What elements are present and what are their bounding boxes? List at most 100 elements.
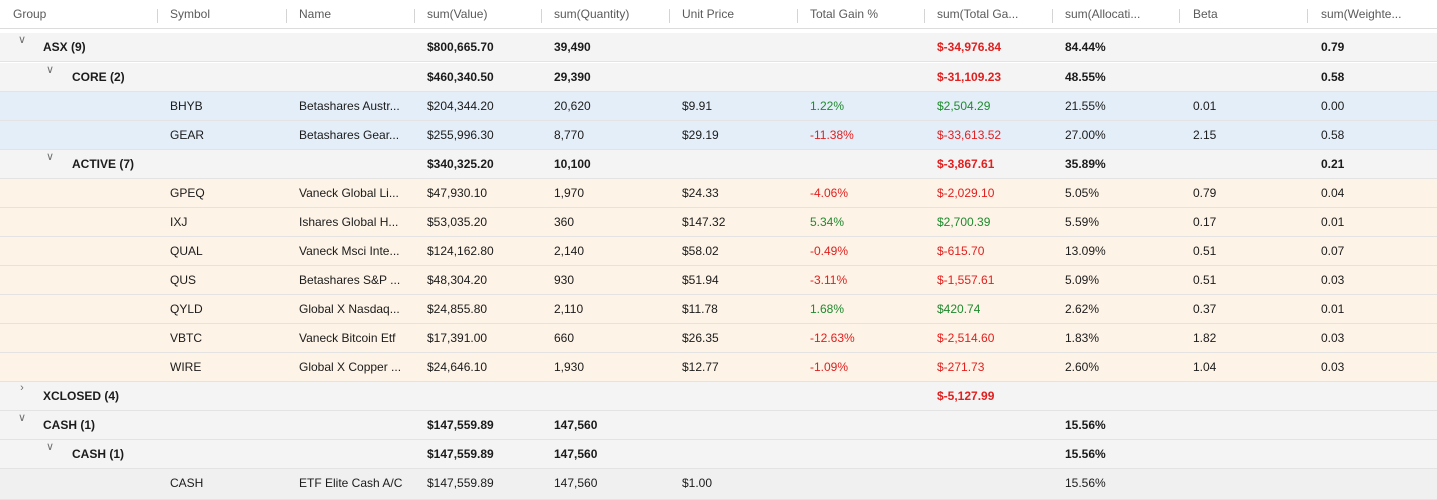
group-quantity: 29,390: [554, 70, 591, 84]
table-row[interactable]: GEAR Betashares Gear... $255,996.30 8,77…: [0, 121, 1437, 150]
cell-gain-pct: -3.11%: [810, 273, 848, 287]
chevron-down-icon[interactable]: ∨: [45, 151, 55, 163]
col-header-beta[interactable]: Beta: [1193, 7, 1218, 21]
cell-weighted: 0.58: [1321, 128, 1345, 142]
col-header-unit-price[interactable]: Unit Price: [682, 7, 735, 21]
group-value: $147,559.89: [427, 418, 494, 432]
col-header-total-gain[interactable]: sum(Total Ga...: [937, 7, 1019, 21]
cell-name: Ishares Global H...: [299, 215, 399, 229]
cell-beta: 0.17: [1193, 215, 1217, 229]
cell-gain-pct: -11.38%: [810, 128, 854, 142]
cell-value: $204,344.20: [427, 99, 494, 113]
chevron-down-icon[interactable]: ∨: [45, 64, 55, 76]
column-separator[interactable]: [286, 9, 287, 23]
table-row[interactable]: WIRE Global X Copper ... $24,646.10 1,93…: [0, 353, 1437, 382]
table-row[interactable]: QUS Betashares S&P ... $48,304.20 930 $5…: [0, 266, 1437, 295]
group-row-cash-sub[interactable]: ∨ CASH (1) $147,559.89 147,560 15.56%: [0, 440, 1437, 469]
table-row[interactable]: QYLD Global X Nasdaq... $24,855.80 2,110…: [0, 295, 1437, 324]
column-separator[interactable]: [1179, 9, 1180, 23]
cell-gain-pct: -1.09%: [810, 360, 849, 374]
cell-unit-price: $51.94: [682, 273, 719, 287]
group-label: CASH (1): [72, 447, 125, 461]
column-separator[interactable]: [541, 9, 542, 23]
col-header-weighted[interactable]: sum(Weighte...: [1321, 7, 1402, 21]
col-header-name[interactable]: Name: [299, 7, 332, 21]
cell-quantity: 20,620: [554, 99, 591, 113]
cell-allocation: 5.09%: [1065, 273, 1100, 287]
cell-name: Vaneck Msci Inte...: [299, 244, 400, 258]
table-row[interactable]: VBTC Vaneck Bitcoin Etf $17,391.00 660 $…: [0, 324, 1437, 353]
cell-weighted: 0.01: [1321, 302, 1345, 316]
group-row-cash[interactable]: ∨ CASH (1) $147,559.89 147,560 15.56%: [0, 411, 1437, 440]
col-header-value[interactable]: sum(Value): [427, 7, 488, 21]
cell-weighted: 0.03: [1321, 360, 1345, 374]
column-separator[interactable]: [157, 9, 158, 23]
cell-total-gain: $2,504.29: [937, 99, 991, 113]
cell-weighted: 0.03: [1321, 273, 1345, 287]
column-separator[interactable]: [669, 9, 670, 23]
cell-symbol: IXJ: [170, 215, 188, 229]
cell-unit-price: $29.19: [682, 128, 719, 142]
column-separator[interactable]: [1307, 9, 1308, 23]
cell-name: Betashares Gear...: [299, 128, 400, 142]
chevron-down-icon[interactable]: ∨: [45, 441, 55, 453]
cell-weighted: 0.03: [1321, 331, 1345, 345]
table-row[interactable]: QUAL Vaneck Msci Inte... $124,162.80 2,1…: [0, 237, 1437, 266]
col-header-gain-pct[interactable]: Total Gain %: [810, 7, 879, 21]
cell-beta: 1.82: [1193, 331, 1217, 345]
cell-symbol: GEAR: [170, 128, 205, 142]
group-label: CASH (1): [43, 418, 96, 432]
group-row-active[interactable]: ∨ ACTIVE (7) $340,325.20 10,100 $-3,867.…: [0, 150, 1437, 179]
cell-gain-pct: -12.63%: [810, 331, 855, 345]
cell-value: $24,646.10: [427, 360, 488, 374]
cell-allocation: 27.00%: [1065, 128, 1106, 142]
column-separator[interactable]: [924, 9, 925, 23]
cell-weighted: 0.04: [1321, 186, 1345, 200]
chevron-down-icon[interactable]: ∨: [17, 34, 27, 46]
cell-symbol: GPEQ: [170, 186, 205, 200]
col-header-symbol[interactable]: Symbol: [170, 7, 211, 21]
group-total-gain: $-31,109.23: [937, 70, 1002, 84]
group-allocation: 48.55%: [1065, 70, 1106, 84]
group-label: ASX (9): [43, 40, 86, 54]
column-separator[interactable]: [414, 9, 415, 23]
cell-quantity: 660: [554, 331, 575, 345]
cell-unit-price: $1.00: [682, 476, 713, 490]
cell-unit-price: $9.91: [682, 99, 713, 113]
cell-unit-price: $147.32: [682, 215, 726, 229]
cell-symbol: WIRE: [170, 360, 202, 374]
group-quantity: 39,490: [554, 40, 591, 54]
cell-total-gain: $-1,557.61: [937, 273, 995, 287]
cell-unit-price: $58.02: [682, 244, 719, 258]
chevron-right-icon[interactable]: ›: [20, 382, 24, 394]
table-row[interactable]: BHYB Betashares Austr... $204,344.20 20,…: [0, 92, 1437, 121]
group-weighted: 0.79: [1321, 40, 1345, 54]
table-row[interactable]: GPEQ Vaneck Global Li... $47,930.10 1,97…: [0, 179, 1437, 208]
cell-gain-pct: 1.22%: [810, 99, 845, 113]
group-row-asx[interactable]: ∨ ASX (9) $800,665.70 39,490 $-34,976.84…: [0, 33, 1437, 62]
group-quantity: 10,100: [554, 157, 591, 171]
table-row[interactable]: CASH ETF Elite Cash A/C $147,559.89 147,…: [0, 469, 1437, 500]
col-header-group[interactable]: Group: [13, 7, 47, 21]
cell-quantity: 2,140: [554, 244, 585, 258]
group-row-core[interactable]: ∨ CORE (2) $460,340.50 29,390 $-31,109.2…: [0, 63, 1437, 92]
cell-allocation: 2.60%: [1065, 360, 1100, 374]
group-allocation: 35.89%: [1065, 157, 1106, 171]
group-weighted: 0.58: [1321, 70, 1345, 84]
column-separator[interactable]: [797, 9, 798, 23]
table-row[interactable]: IXJ Ishares Global H... $53,035.20 360 $…: [0, 208, 1437, 237]
group-row-xclosed[interactable]: › XCLOSED (4) $-5,127.99: [0, 382, 1437, 411]
cell-value: $24,855.80: [427, 302, 488, 316]
chevron-down-icon[interactable]: ∨: [17, 412, 27, 424]
cell-unit-price: $24.33: [682, 186, 719, 200]
cell-symbol: VBTC: [170, 331, 203, 345]
cell-gain-pct: -4.06%: [810, 186, 849, 200]
cell-beta: 0.37: [1193, 302, 1217, 316]
col-header-quantity[interactable]: sum(Quantity): [554, 7, 630, 21]
group-value: $340,325.20: [427, 157, 494, 171]
group-total-gain: $-5,127.99: [937, 389, 995, 403]
col-header-allocation[interactable]: sum(Allocati...: [1065, 7, 1141, 21]
cell-symbol: BHYB: [170, 99, 203, 113]
cell-name: Betashares S&P ...: [299, 273, 401, 287]
column-separator[interactable]: [1052, 9, 1053, 23]
